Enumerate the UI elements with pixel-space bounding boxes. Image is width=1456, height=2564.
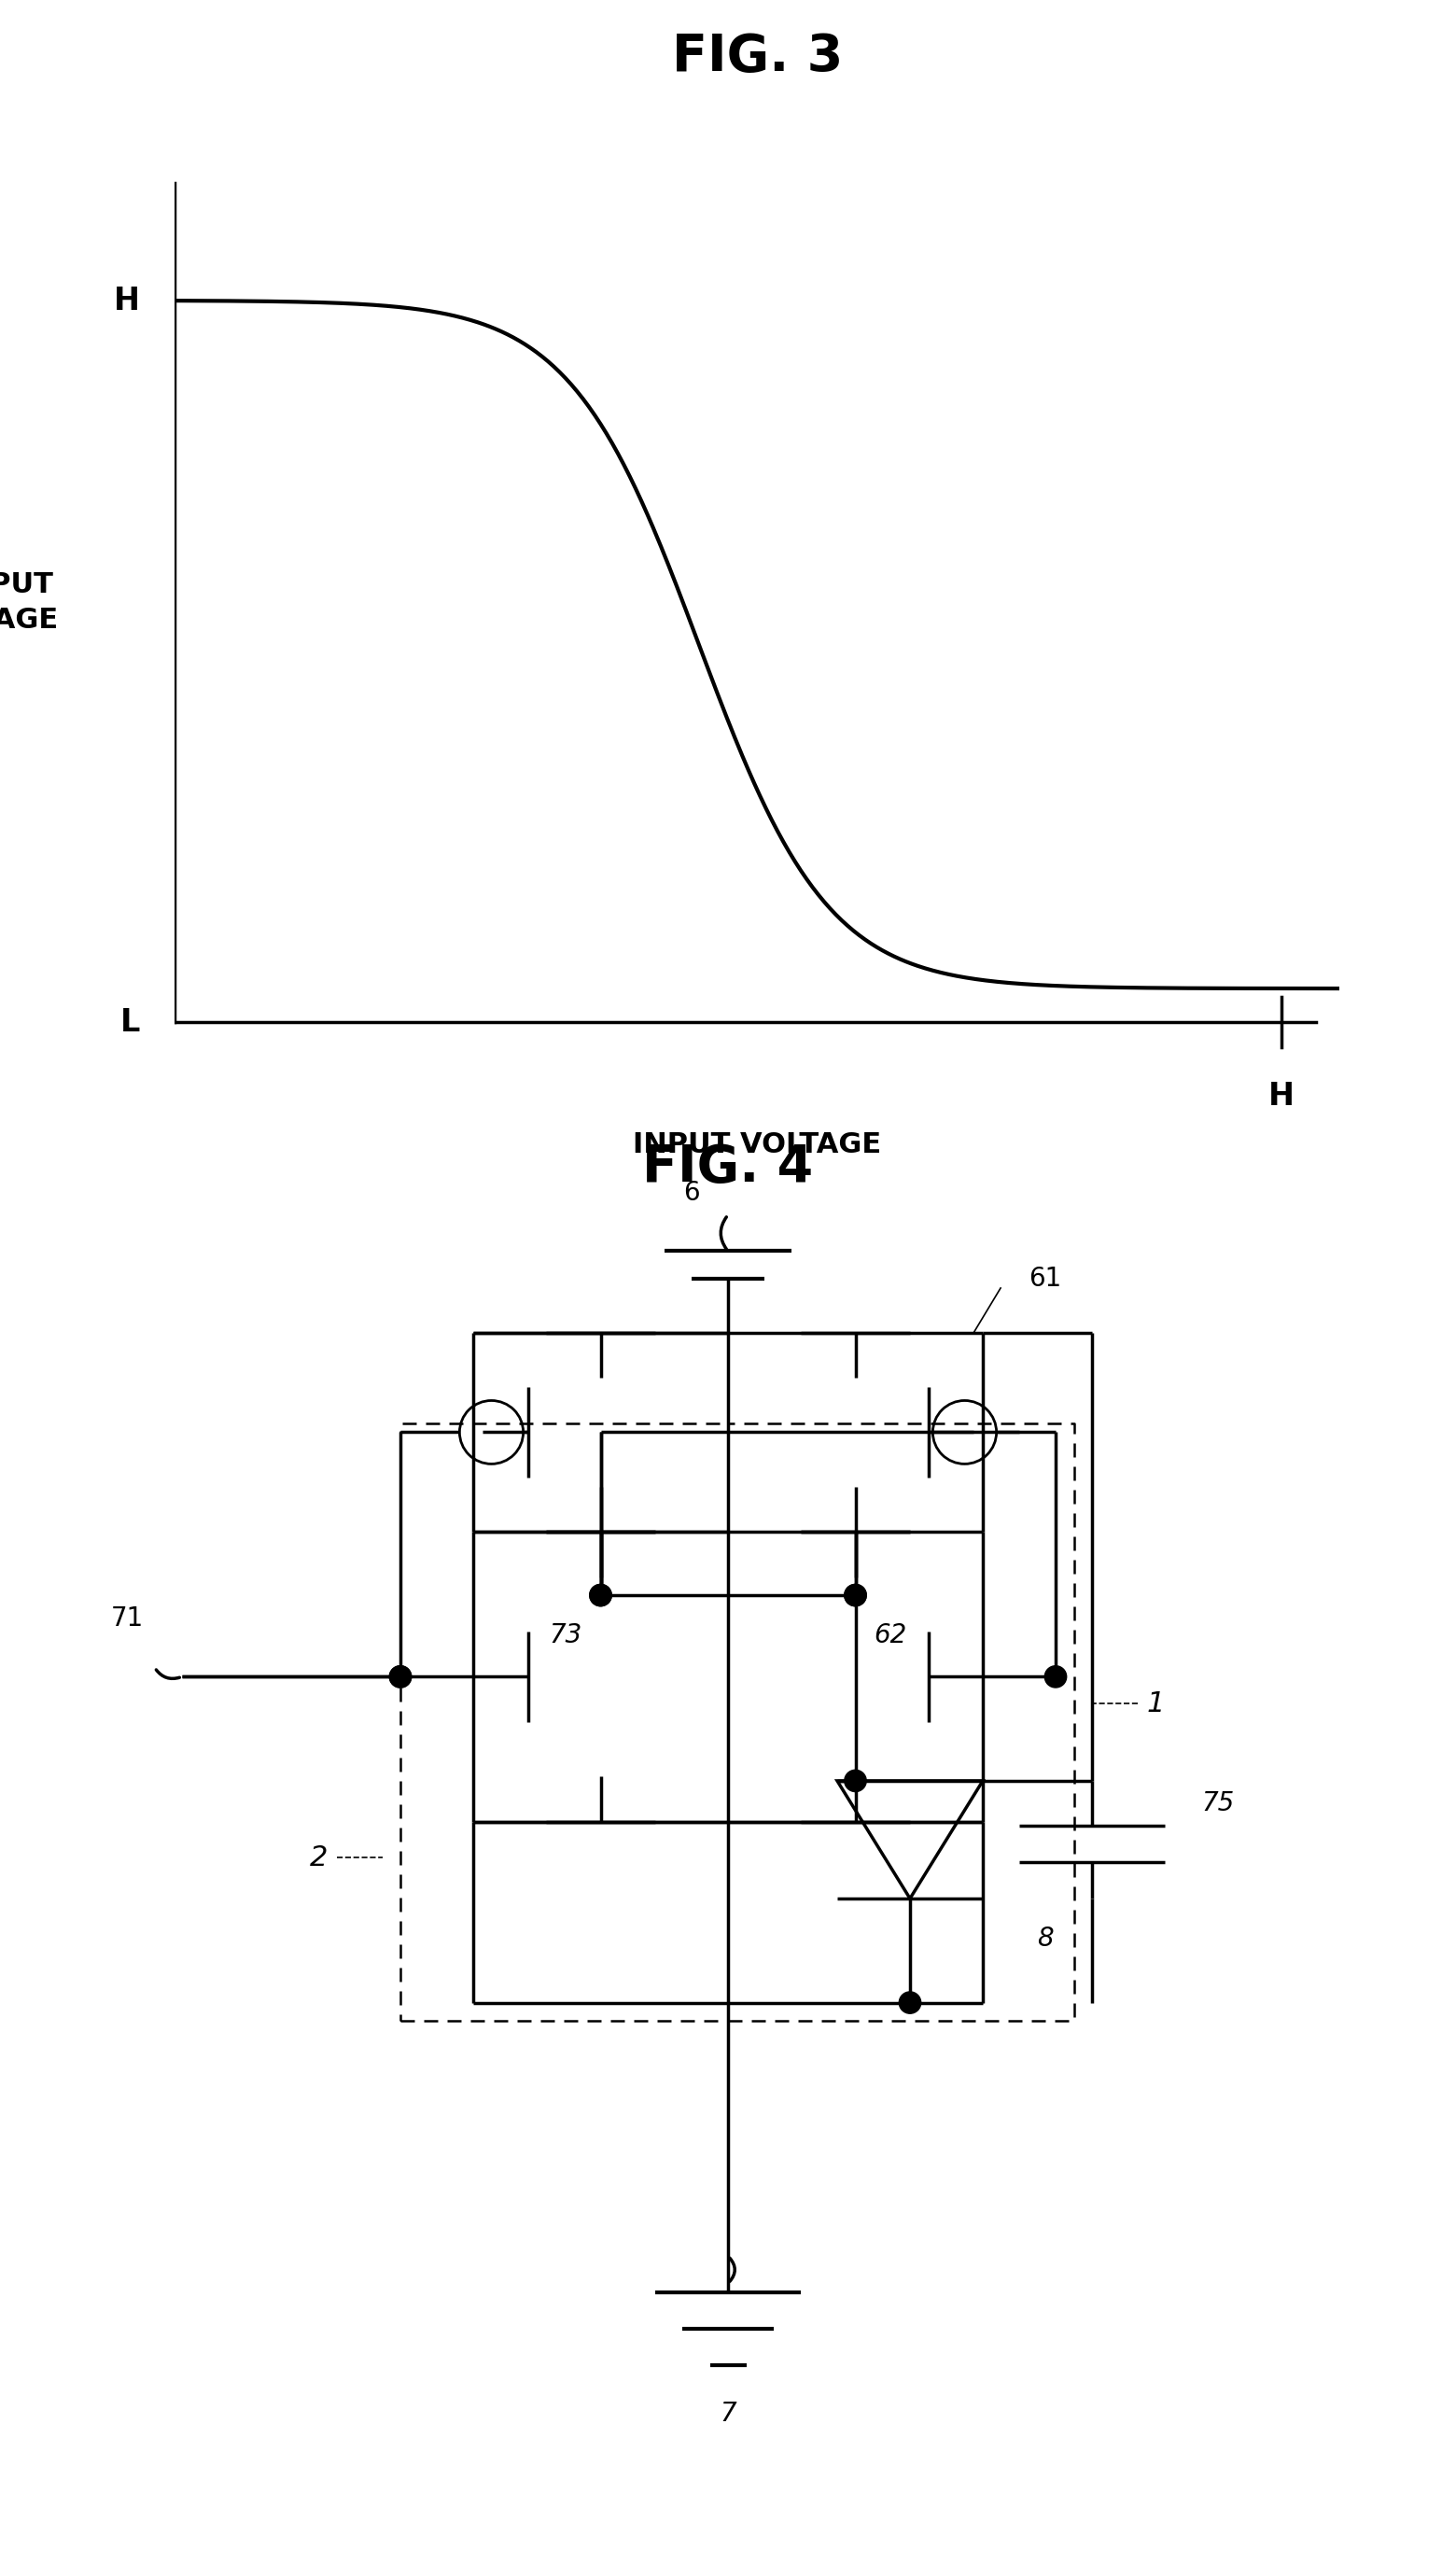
Circle shape [1044, 1667, 1066, 1687]
Circle shape [590, 1585, 612, 1605]
Text: 61: 61 [1028, 1264, 1061, 1292]
Text: OUTPUT
VOLTAGE: OUTPUT VOLTAGE [0, 572, 58, 633]
Text: H: H [114, 285, 140, 315]
Text: 1: 1 [1147, 1690, 1165, 1718]
Circle shape [844, 1585, 866, 1605]
Circle shape [898, 1992, 922, 2013]
Text: 62: 62 [874, 1623, 907, 1649]
Text: 6: 6 [683, 1179, 700, 1205]
Text: INPUT VOLTAGE: INPUT VOLTAGE [633, 1131, 881, 1159]
Text: 2: 2 [310, 1844, 328, 1872]
Text: FIG. 3: FIG. 3 [671, 31, 843, 82]
Text: H: H [1268, 1082, 1294, 1113]
Text: L: L [119, 1008, 140, 1038]
Text: 7: 7 [719, 2400, 737, 2428]
Circle shape [844, 1585, 866, 1605]
Text: FIG. 4: FIG. 4 [642, 1144, 814, 1192]
Circle shape [390, 1667, 412, 1687]
Text: 75: 75 [1201, 1790, 1235, 1815]
Circle shape [844, 1769, 866, 1792]
Text: 71: 71 [111, 1605, 144, 1631]
Circle shape [390, 1667, 412, 1687]
Text: 73: 73 [549, 1623, 582, 1649]
Circle shape [590, 1585, 612, 1605]
Text: 8: 8 [1037, 1926, 1054, 1951]
